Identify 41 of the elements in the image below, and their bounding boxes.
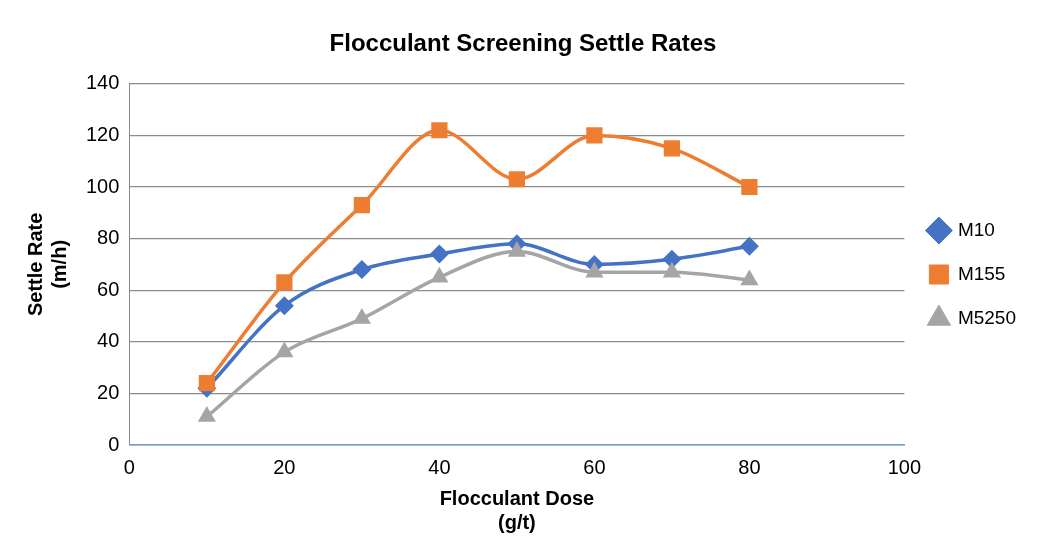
x-axis-title: Flocculant Dose (g/t) (439, 486, 595, 533)
point (276, 274, 293, 291)
point (741, 178, 758, 196)
legend-label: M10 (957, 218, 995, 240)
y-tick-label: 0 (108, 432, 120, 455)
y-tick-label: 60 (97, 277, 120, 300)
point (740, 237, 759, 256)
point (353, 196, 370, 214)
x-tick-label: 100 (887, 455, 922, 478)
point (431, 122, 448, 139)
point (275, 296, 294, 315)
point (430, 245, 449, 263)
point (354, 309, 370, 324)
point (431, 268, 448, 283)
legend-label: M5250 (957, 306, 1017, 328)
y-tick-label: 20 (97, 380, 120, 403)
x-tick-label: 60 (583, 455, 606, 478)
x-tick-label: 20 (273, 455, 296, 478)
point (508, 171, 525, 188)
point (663, 250, 681, 268)
point (586, 263, 603, 278)
y-tick-label: 120 (85, 122, 120, 145)
y-tick-label: 80 (97, 226, 120, 249)
y-axis-title: Settle Rate (m/h) (23, 212, 70, 317)
x-tick-label: 0 (123, 455, 135, 478)
y-tick-label: 100 (85, 174, 120, 197)
point (663, 140, 681, 157)
point (276, 343, 293, 358)
x-tick-label: 40 (428, 455, 451, 478)
point (199, 407, 215, 422)
legend-label: M155 (957, 262, 1006, 284)
x-tick-label: 80 (738, 455, 761, 478)
point (664, 263, 680, 278)
point (741, 271, 758, 286)
point (509, 242, 525, 257)
y-tick-label: 140 (85, 71, 120, 94)
point (198, 374, 215, 392)
point (586, 127, 603, 144)
chart-title: Flocculant Screening Settle Rates (329, 29, 717, 57)
y-tick-label: 40 (97, 329, 120, 352)
point (353, 260, 371, 279)
